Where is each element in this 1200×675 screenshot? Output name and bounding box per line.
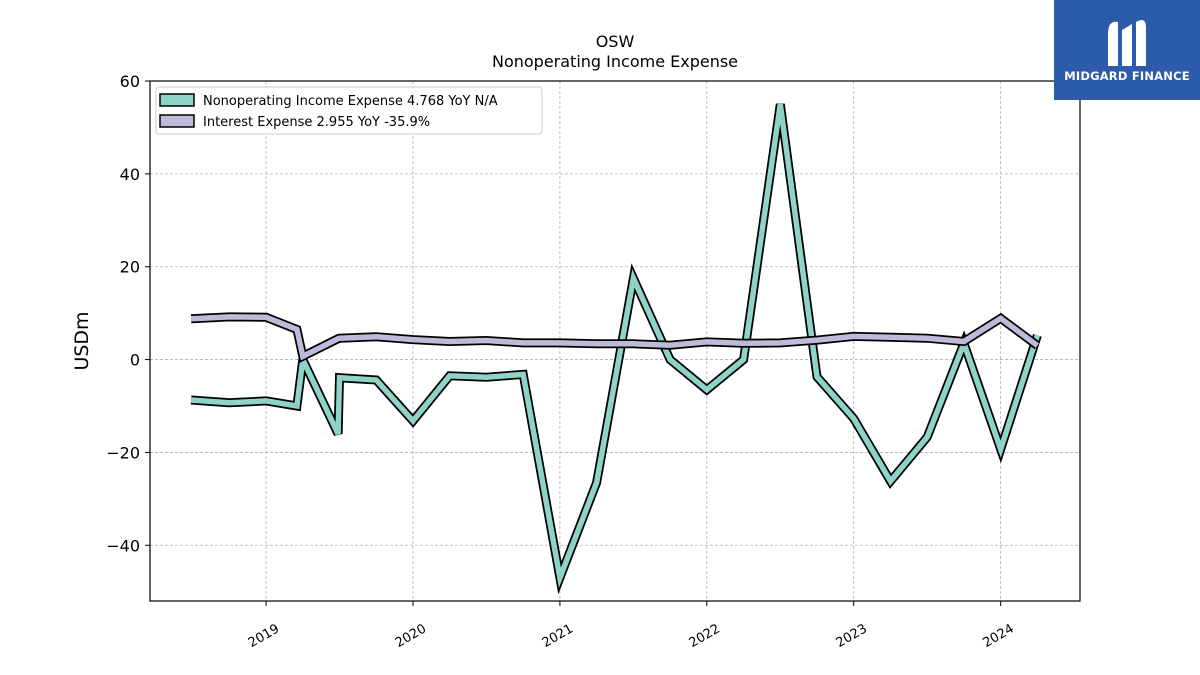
series-point — [189, 398, 193, 402]
series-point — [594, 480, 598, 484]
legend-box — [155, 86, 543, 135]
series-point — [925, 336, 929, 340]
series-point — [705, 340, 709, 344]
series-point — [337, 336, 341, 340]
series-point — [337, 376, 341, 380]
series-point — [558, 341, 562, 345]
series-point — [374, 378, 378, 382]
series-point — [1035, 333, 1039, 337]
series-line — [190, 103, 1041, 588]
series-point — [295, 327, 299, 331]
series-point — [411, 337, 415, 341]
series-point — [448, 339, 452, 343]
series-point — [852, 416, 856, 420]
series-layer — [189, 102, 1042, 595]
series-point — [815, 375, 819, 379]
series-point — [1035, 343, 1039, 347]
series-point — [336, 432, 340, 436]
series-point — [189, 317, 193, 321]
series-point — [484, 338, 488, 342]
y-axis: −40 −20 0 20 40 60 — [106, 72, 150, 555]
series-point — [558, 576, 562, 580]
brand-logo: MIDGARD FINANCE — [1054, 0, 1200, 100]
series-point — [888, 479, 892, 483]
x-tick-label: 2021 — [540, 621, 576, 651]
legend-label-nonoperating: Nonoperating Income Expense 4.768 YoY N/… — [203, 94, 498, 109]
series-point — [705, 388, 709, 392]
x-tick-label: 2024 — [981, 621, 1017, 651]
series-point — [778, 341, 782, 345]
series-point — [295, 404, 299, 408]
series-point — [778, 102, 782, 106]
legend-label-interest: Interest Expense 2.955 YoY -35.9% — [203, 115, 430, 130]
series-point — [925, 435, 929, 439]
legend-swatch-nonoperating — [159, 93, 195, 107]
series-point — [227, 315, 231, 319]
x-tick-label: 2019 — [246, 621, 282, 651]
chart-subtitle: Nonoperating Income Expense — [492, 52, 738, 71]
series-line — [190, 314, 1040, 361]
y-tick-label: 20 — [120, 258, 140, 277]
y-tick-label: −20 — [106, 443, 140, 462]
legend-swatch-interest — [159, 114, 195, 128]
series-point — [631, 342, 635, 346]
series-point — [631, 276, 635, 280]
brand-logo-text: MIDGARD FINANCE — [1064, 69, 1190, 83]
series-point — [999, 316, 1003, 320]
series-point — [815, 338, 819, 342]
x-tick-label: 2022 — [687, 621, 723, 651]
legend: Nonoperating Income Expense 4.768 YoY N/… — [155, 86, 543, 135]
plot-frame — [149, 80, 1081, 602]
y-tick-label: 60 — [120, 72, 140, 91]
series-point — [852, 334, 856, 338]
series-point — [999, 447, 1003, 451]
y-axis-label: USDm — [71, 311, 93, 370]
y-tick-label: 40 — [120, 165, 140, 184]
series-point — [888, 335, 892, 339]
x-axis: 2019 2020 2021 2022 2023 2024 — [246, 601, 1017, 651]
x-tick-label: 2023 — [834, 621, 870, 651]
series-point — [668, 357, 672, 361]
series-point — [521, 341, 525, 345]
series-point — [521, 372, 525, 376]
series-point — [962, 339, 966, 343]
y-tick-label: −40 — [106, 536, 140, 555]
series-point — [594, 342, 598, 346]
series-point — [741, 341, 745, 345]
y-tick-label: 0 — [130, 351, 140, 370]
x-tick-label: 2020 — [393, 621, 429, 651]
series-point — [264, 399, 268, 403]
series-point — [227, 401, 231, 405]
series-point — [411, 419, 415, 423]
series-point — [448, 374, 452, 378]
series-point — [301, 354, 305, 358]
chart-title: OSW — [596, 32, 635, 51]
series-point — [484, 375, 488, 379]
series-point — [741, 357, 745, 361]
midgard-logo-icon — [1108, 20, 1146, 66]
series-point — [374, 335, 378, 339]
series-point — [264, 315, 268, 319]
series-point — [668, 343, 672, 347]
